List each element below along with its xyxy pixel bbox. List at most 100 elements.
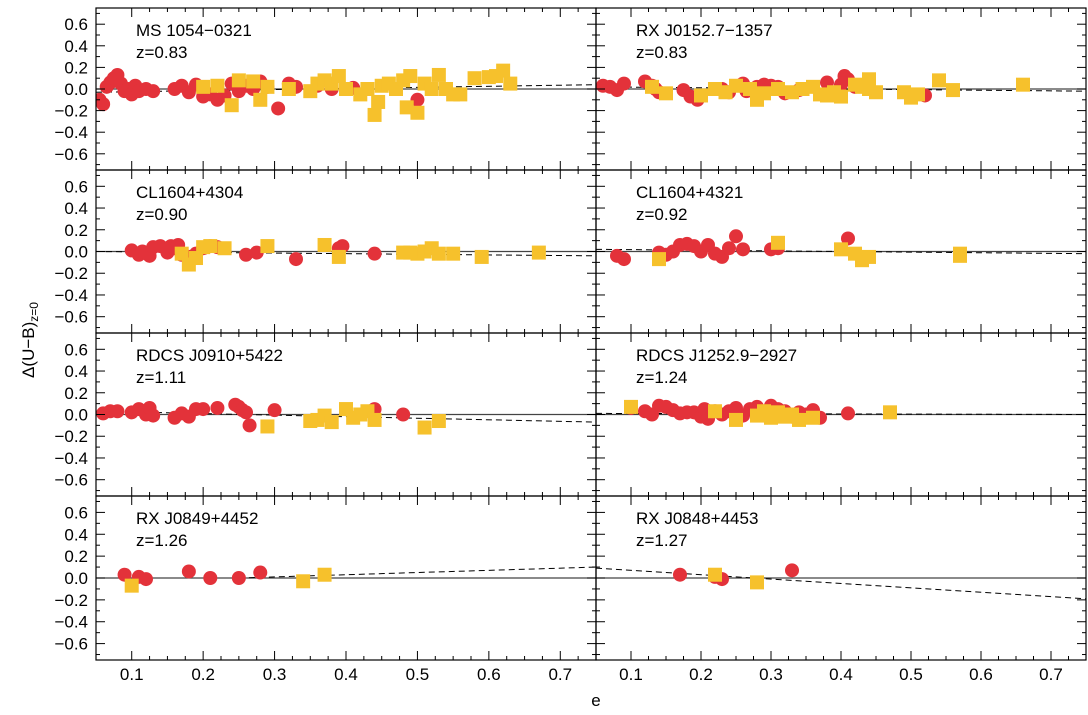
red-point	[841, 231, 855, 246]
y-tick-label: 0.2	[64, 58, 88, 77]
yellow-point	[324, 415, 339, 430]
x-tick-label: 0.4	[334, 665, 358, 684]
x-tick-label: 0.4	[829, 665, 853, 684]
red-point	[110, 404, 125, 419]
yellow-point	[317, 237, 332, 252]
red-point	[367, 246, 382, 261]
panel-redshift: z=1.11	[136, 368, 186, 387]
markers	[124, 237, 546, 272]
y-tick-label: 0.6	[64, 340, 88, 359]
x-tick-label: 0.1	[120, 665, 144, 684]
panel-cluster-name: RX J0848+4453	[636, 509, 758, 528]
yellow-point	[792, 412, 806, 427]
yellow-point	[360, 82, 375, 96]
yellow-point	[339, 82, 353, 96]
yellow-point	[417, 420, 432, 435]
yellow-point	[883, 405, 897, 420]
yellow-point	[750, 575, 764, 590]
yellow-point	[260, 79, 275, 94]
yellow-point	[806, 410, 820, 425]
yellow-point	[296, 574, 311, 589]
red-point	[617, 252, 631, 267]
markers	[96, 63, 518, 122]
x-tick-label: 0.5	[406, 665, 430, 684]
yellow-point	[431, 67, 446, 82]
markers	[624, 398, 897, 427]
panel-cl1604b: CL1604+4321 z=0.92	[595, 169, 1087, 334]
yellow-point	[503, 76, 518, 91]
x-tick-label: 0.2	[689, 665, 713, 684]
panel-redshift: z=0.83	[136, 43, 188, 62]
yellow-point	[1016, 77, 1030, 92]
x-tick-label: 0.1	[619, 665, 643, 684]
yellow-point	[367, 107, 382, 122]
yellow-point	[694, 88, 708, 103]
panel-cluster-name: CL1604+4321	[636, 183, 743, 202]
red-point	[271, 101, 286, 116]
yellow-point	[260, 419, 275, 434]
yellow-point	[729, 78, 743, 93]
y-axis-label-main: Δ(U−B)	[19, 322, 38, 378]
x-tick-label: 0.6	[477, 665, 501, 684]
y-tick-label: 0.0	[64, 80, 88, 99]
x-tick-label: 0.7	[548, 665, 572, 684]
y-tick-label: −0.6	[54, 471, 88, 490]
red-point	[249, 245, 264, 260]
yellow-point	[771, 82, 785, 96]
red-point	[736, 242, 750, 257]
y-tick-label: −0.2	[54, 591, 88, 610]
yellow-point	[911, 87, 925, 102]
y-tick-label: 0.2	[64, 384, 88, 403]
red-point	[96, 97, 111, 112]
y-tick-label: 0.4	[64, 199, 88, 218]
red-point	[181, 564, 196, 579]
yellow-point	[645, 79, 659, 94]
yellow-point	[467, 71, 482, 86]
yellow-point	[624, 399, 638, 414]
panel-rxj0848: 0.1 0.2 0.3 0.4 0.5 0.6 0.7 RX J0848+4453 z=1.27	[595, 495, 1087, 684]
yellow-point	[771, 235, 785, 250]
yellow-point	[869, 85, 883, 100]
yellow-point	[367, 412, 382, 427]
x-tick-label: 0.3	[759, 665, 783, 684]
panel-cluster-name: RX J0152.7−1357	[636, 21, 773, 40]
red-point	[203, 571, 218, 585]
yellow-point	[217, 241, 232, 256]
fit-line	[596, 567, 1086, 600]
yellow-point	[431, 414, 446, 429]
yellow-point	[174, 246, 189, 261]
yellow-point	[260, 239, 275, 254]
red-point	[239, 247, 253, 262]
red-point	[267, 403, 282, 418]
y-tick-label: 0.6	[64, 503, 88, 522]
yellow-point	[403, 69, 418, 84]
yellow-point	[246, 74, 261, 89]
markers	[610, 229, 967, 268]
red-point	[139, 572, 153, 587]
panel-redshift: z=1.27	[636, 531, 688, 550]
yellow-point	[231, 73, 246, 88]
y-tick-label: −0.4	[54, 123, 88, 142]
y-tick-label: −0.2	[54, 427, 88, 446]
panel-redshift: z=0.92	[636, 205, 688, 224]
panel-rdcs0910: 0.6 0.4 0.2 0.0 −0.2 −0.4 −0.6 RDCS J0910+5422 z…	[54, 332, 597, 497]
panels-group: 0.6 0.4 0.2 0.0 −0.2 −0.4 −0.6 MS 1054−0321 z=0.…	[54, 7, 1087, 684]
x-tick-label: 0.3	[263, 665, 287, 684]
yellow-point	[862, 72, 876, 87]
yellow-point	[453, 87, 468, 102]
red-point	[673, 567, 687, 582]
red-point	[242, 418, 257, 433]
yellow-point	[210, 78, 225, 93]
yellow-point	[253, 92, 268, 107]
y-tick-label: 0.6	[64, 15, 88, 34]
panel-redshift: z=0.90	[136, 205, 188, 224]
red-point	[196, 402, 211, 417]
markers	[96, 397, 446, 435]
yellow-point	[946, 83, 960, 98]
y-tick-label: 0.0	[64, 569, 88, 588]
red-point	[785, 563, 799, 578]
yellow-point	[953, 248, 967, 263]
panel-cl1604a: 0.6 0.4 0.2 0.0 −0.2 −0.4 −0.6 CL1604+4304 z=0.9…	[54, 169, 597, 334]
y-tick-label: 0.0	[64, 406, 88, 425]
